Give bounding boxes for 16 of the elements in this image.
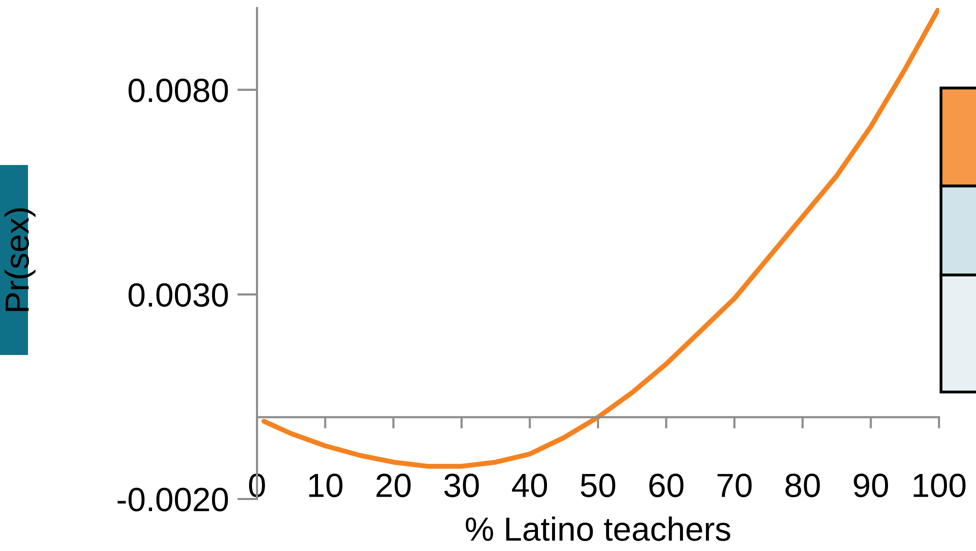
x-tick-label: 20 — [376, 474, 411, 498]
x-tick-label: 70 — [718, 474, 752, 498]
y-tick-label: 0.0030 — [128, 283, 228, 307]
x-tick-label: 80 — [786, 474, 820, 498]
x-tick-label: 90 — [854, 474, 888, 498]
y-tick-label: 0.0080 — [128, 78, 228, 102]
line-series — [261, 8, 939, 469]
x-tick-label: 60 — [649, 474, 684, 498]
x-tick-label: 10 — [309, 474, 342, 498]
x-tick-label: 100 — [914, 474, 966, 498]
x-tick-label: 50 — [580, 474, 616, 498]
x-tick-label: 30 — [444, 474, 479, 498]
x-axis-title: % Latino teachers — [466, 516, 730, 541]
y-axis-title: Pr(sex) — [4, 208, 36, 311]
y-tick-label: -0.0020 — [118, 488, 228, 512]
x-tick-label: 40 — [512, 474, 548, 498]
